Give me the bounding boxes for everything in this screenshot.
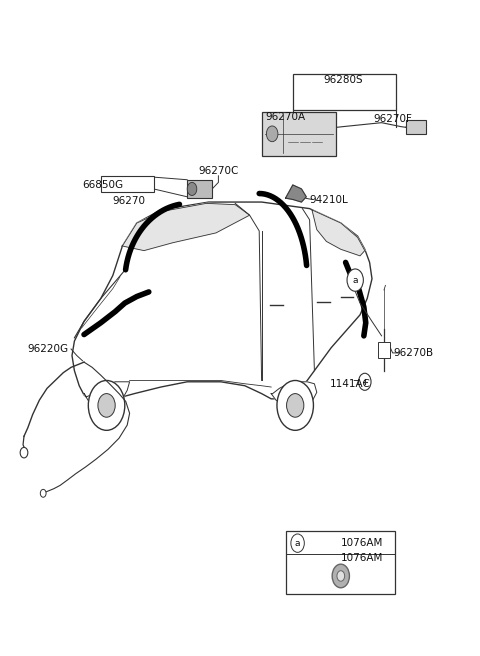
Text: 66850G: 66850G — [83, 180, 124, 190]
Bar — [406, 120, 426, 134]
Text: 96220G: 96220G — [27, 344, 69, 354]
Text: 1076AM: 1076AM — [341, 538, 383, 548]
Circle shape — [20, 447, 28, 458]
Polygon shape — [286, 185, 306, 202]
Text: 96270F: 96270F — [373, 114, 412, 125]
Text: 96270: 96270 — [112, 196, 145, 207]
Circle shape — [291, 534, 304, 552]
Polygon shape — [271, 382, 317, 408]
Bar — [262, 112, 336, 156]
Bar — [378, 342, 390, 358]
Circle shape — [332, 564, 349, 588]
Text: 94210L: 94210L — [310, 195, 348, 205]
Bar — [286, 531, 395, 594]
Polygon shape — [122, 203, 250, 251]
Circle shape — [266, 126, 278, 142]
Text: a: a — [352, 276, 358, 285]
Circle shape — [187, 182, 197, 195]
Polygon shape — [72, 202, 372, 403]
Circle shape — [277, 380, 313, 430]
Circle shape — [98, 394, 115, 417]
Text: 96270A: 96270A — [265, 112, 306, 122]
Bar — [293, 74, 396, 110]
Text: 96270C: 96270C — [198, 165, 239, 176]
Text: 1076AM: 1076AM — [341, 552, 383, 563]
Text: a: a — [295, 539, 300, 548]
Polygon shape — [312, 210, 365, 256]
Bar — [187, 180, 212, 198]
Circle shape — [40, 489, 46, 497]
Text: 1141AC: 1141AC — [330, 379, 371, 389]
Circle shape — [287, 394, 304, 417]
Polygon shape — [84, 382, 130, 408]
Circle shape — [88, 380, 125, 430]
Text: 96270B: 96270B — [394, 348, 434, 358]
Bar — [101, 176, 154, 192]
Circle shape — [337, 571, 345, 581]
Circle shape — [347, 269, 363, 291]
Text: 96280S: 96280S — [324, 75, 363, 85]
Circle shape — [359, 373, 371, 390]
